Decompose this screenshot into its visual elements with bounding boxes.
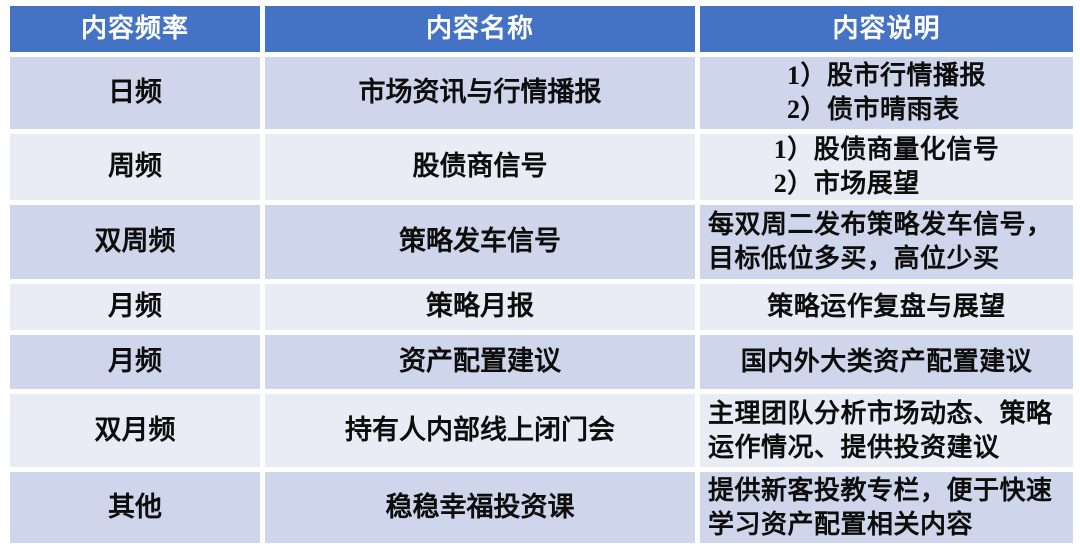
- column-header-frequency: 内容频率: [10, 6, 260, 52]
- table-cell-description: 提供新客投教专栏，便于快速学习资产配置相关内容: [700, 472, 1073, 543]
- description-text: 每双周二发布策略发车信号，目标低位多买，高位少买: [708, 210, 1053, 273]
- column-header-name: 内容名称: [265, 6, 695, 52]
- content-frequency-table: 内容频率 内容名称 内容说明 日频 市场资讯与行情播报 1）股市行情播报 2）债…: [10, 6, 1073, 543]
- description-list-item: 1）股债商量化信号: [773, 135, 1000, 164]
- column-header-description: 内容说明: [700, 6, 1073, 52]
- table-cell-frequency: 月频: [10, 284, 260, 330]
- table-cell-description: 每双周二发布策略发车信号，目标低位多买，高位少买: [700, 205, 1073, 279]
- table-cell-frequency: 双月频: [10, 394, 260, 467]
- table-cell-name: 资产配置建议: [265, 335, 695, 389]
- description-list-item: 2）市场展望: [773, 169, 920, 198]
- description-text: 主理团队分析市场动态、策略运作情况、提供投资建议: [708, 398, 1053, 462]
- table-cell-description: 策略运作复盘与展望: [700, 284, 1073, 330]
- description-text: 策略运作复盘与展望: [767, 292, 1006, 321]
- table-cell-description: 1）股债商量化信号 2）市场展望: [700, 134, 1073, 200]
- description-list-item: 1）股市行情播报: [786, 61, 986, 90]
- table-cell-frequency: 双周频: [10, 205, 260, 279]
- table-cell-description: 主理团队分析市场动态、策略运作情况、提供投资建议: [700, 394, 1073, 467]
- description-list: 1）股债商量化信号 2）市场展望: [774, 133, 1000, 201]
- table-cell-name: 市场资讯与行情播报: [265, 57, 695, 129]
- table-cell-frequency: 周频: [10, 134, 260, 200]
- table-cell-name: 策略发车信号: [265, 205, 695, 279]
- table-cell-description: 国内外大类资产配置建议: [700, 335, 1073, 389]
- table-cell-frequency: 月频: [10, 335, 260, 389]
- table-cell-frequency: 其他: [10, 472, 260, 543]
- table-cell-description: 1）股市行情播报 2）债市晴雨表: [700, 57, 1073, 129]
- description-text: 国内外大类资产配置建议: [740, 347, 1033, 376]
- table-cell-name: 稳稳幸福投资课: [265, 472, 695, 543]
- table-cell-frequency: 日频: [10, 57, 260, 129]
- description-text: 提供新客投教专栏，便于快速学习资产配置相关内容: [708, 475, 1053, 539]
- table-cell-name: 股债商信号: [265, 134, 695, 200]
- description-list-item: 2）债市晴雨表: [786, 95, 960, 124]
- table-cell-name: 策略月报: [265, 284, 695, 330]
- table-cell-name: 持有人内部线上闭门会: [265, 394, 695, 467]
- description-list: 1）股市行情播报 2）债市晴雨表: [787, 59, 986, 127]
